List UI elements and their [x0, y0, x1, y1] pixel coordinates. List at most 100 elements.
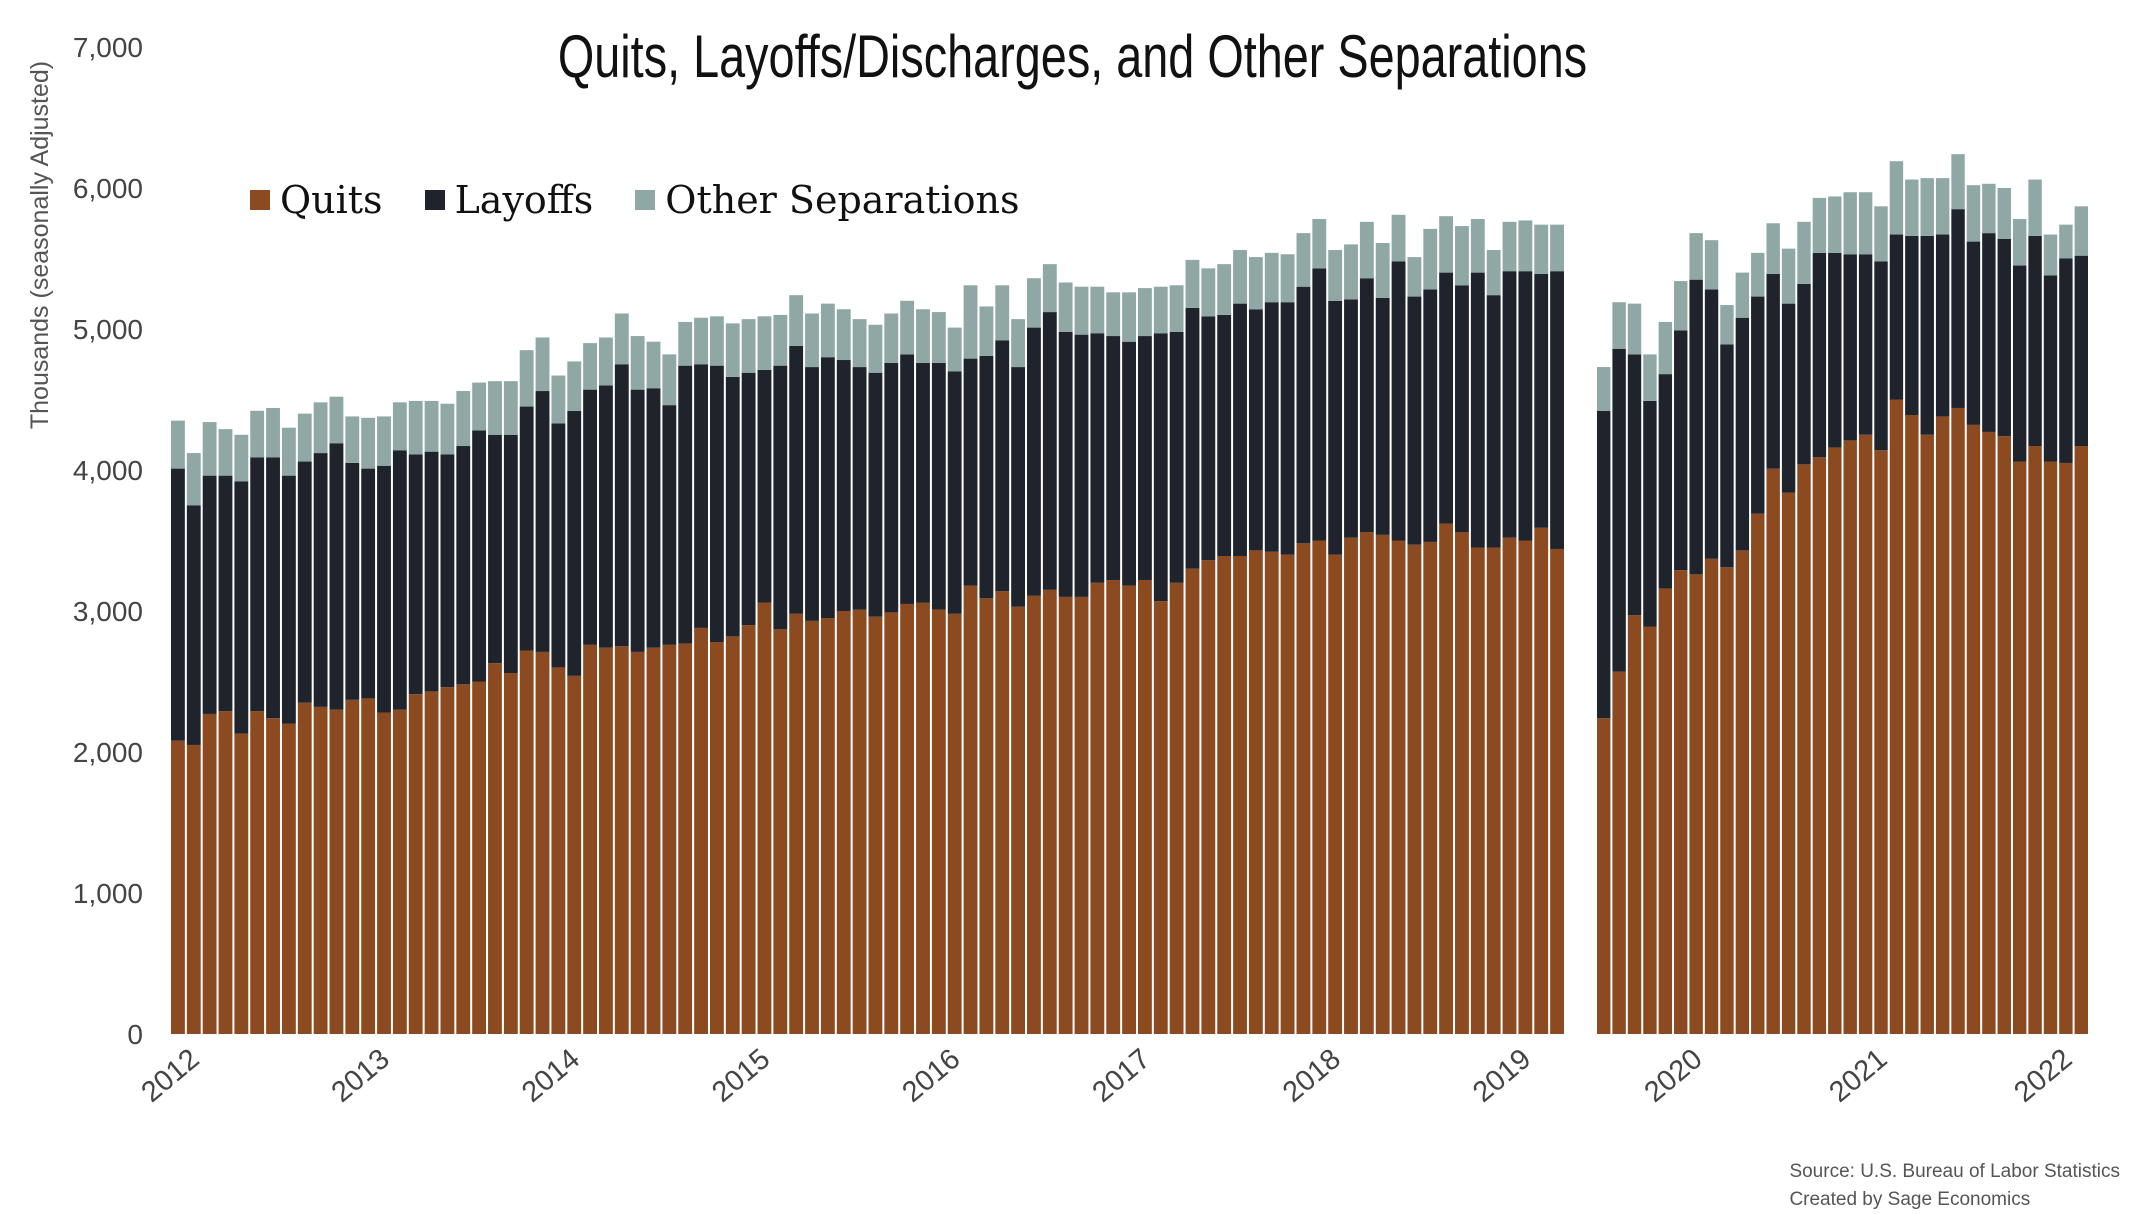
source-line: Source: U.S. Bureau of Labor Statistics: [1789, 1161, 2120, 1182]
bar-other: [361, 417, 376, 469]
bar-quits: [2012, 461, 2027, 1034]
bar-quits: [2043, 461, 2058, 1034]
bar-layoffs: [297, 461, 312, 703]
bar-layoffs: [694, 364, 708, 628]
bar-quits: [757, 602, 772, 1034]
bar-other: [1828, 196, 1842, 253]
bar-other: [1905, 179, 1919, 236]
bar-quits: [1597, 718, 1611, 1034]
bar-other: [1391, 214, 1406, 262]
bar-layoffs: [2012, 265, 2027, 462]
bar-layoffs: [1407, 296, 1422, 545]
bar-quits: [773, 629, 788, 1034]
bar-quits: [1905, 415, 1919, 1034]
legend-swatch-layoffs: [424, 190, 445, 210]
bar-quits: [1201, 560, 1216, 1034]
bar-quits: [1264, 551, 1279, 1034]
bar-quits: [281, 723, 296, 1034]
bar-layoffs: [1185, 307, 1200, 569]
bar-other: [614, 313, 629, 365]
bar-layoffs: [234, 481, 249, 734]
bar-layoffs: [1248, 309, 1263, 551]
bar-quits: [377, 712, 391, 1034]
bar-layoffs: [218, 475, 233, 712]
bar-layoffs: [424, 451, 439, 692]
bar-quits: [646, 647, 661, 1034]
bar-quits: [1781, 492, 1796, 1034]
bar-quits: [614, 646, 629, 1034]
bar-quits: [1233, 556, 1247, 1034]
bar-other: [377, 416, 391, 466]
bar-other: [678, 321, 693, 366]
bar-layoffs: [1042, 312, 1057, 590]
bar-layoffs: [1027, 327, 1041, 596]
credit-line: Created by Sage Economics: [1789, 1189, 2031, 1210]
bar-layoffs: [1217, 314, 1232, 557]
bar-layoffs: [1470, 272, 1485, 548]
bar-quits: [297, 702, 312, 1034]
bar-other: [329, 396, 344, 444]
bar-other: [1534, 224, 1549, 275]
bar-layoffs: [2074, 255, 2088, 447]
bar-layoffs: [947, 371, 962, 614]
bar-layoffs: [1966, 241, 1981, 425]
bar-quits: [1828, 447, 1842, 1034]
bar-other: [1966, 185, 1981, 242]
bar-quits: [1328, 554, 1343, 1034]
bar-quits: [836, 611, 851, 1034]
bar-quits: [171, 740, 185, 1034]
bar-layoffs: [1920, 235, 1934, 435]
bar-other: [916, 309, 930, 363]
bar-layoffs: [1828, 252, 1842, 448]
bar-other: [472, 382, 487, 431]
bar-quits: [2028, 446, 2042, 1034]
bar-quits: [1486, 547, 1501, 1034]
bar-quits: [900, 603, 915, 1034]
bar-layoffs: [1951, 209, 1965, 408]
bar-quits: [1042, 589, 1057, 1034]
bar-other: [1074, 286, 1089, 335]
y-tick-label: 3,000: [73, 596, 143, 627]
bar-layoffs: [1359, 278, 1374, 533]
bar-other: [218, 429, 233, 476]
bar-quits: [1797, 464, 1811, 1034]
bar-quits: [1153, 601, 1168, 1034]
bar-quits: [1502, 537, 1517, 1034]
x-tick-label: 2012: [136, 1043, 206, 1109]
bar-quits: [725, 636, 740, 1034]
bar-layoffs: [599, 385, 613, 648]
bar-other: [1643, 354, 1657, 401]
bar-other: [1027, 278, 1041, 328]
bar-other: [900, 300, 915, 355]
bar-quits: [472, 681, 487, 1034]
bar-other: [1312, 219, 1327, 269]
bar-layoffs: [1439, 272, 1454, 524]
bar-other: [630, 336, 645, 390]
bar-other: [1264, 252, 1279, 303]
bar-quits: [313, 706, 328, 1034]
bar-other: [202, 422, 217, 476]
bar-quits: [1312, 540, 1327, 1034]
x-tick-label: 2013: [326, 1043, 396, 1109]
bar-layoffs: [2059, 258, 2073, 463]
bar-quits: [789, 613, 804, 1034]
bar-other: [519, 350, 534, 407]
bar-other: [2059, 224, 2073, 259]
bar-other: [599, 337, 613, 386]
bar-quits: [551, 667, 566, 1034]
bar-layoffs: [614, 364, 629, 647]
bar-layoffs: [1997, 238, 2011, 437]
bar-other: [1997, 188, 2011, 239]
bar-layoffs: [1797, 283, 1811, 465]
bar-quits: [218, 711, 233, 1034]
bar-layoffs: [408, 454, 423, 695]
bar-quits: [392, 709, 407, 1034]
bar-quits: [931, 609, 946, 1034]
y-tick-label: 5,000: [73, 314, 143, 345]
bar-other: [440, 403, 455, 455]
legend-label-layoffs: Layoffs: [454, 178, 594, 222]
bar-layoffs: [377, 465, 391, 713]
bar-other: [456, 391, 471, 447]
bar-quits: [186, 744, 201, 1034]
bar-quits: [1375, 534, 1390, 1034]
